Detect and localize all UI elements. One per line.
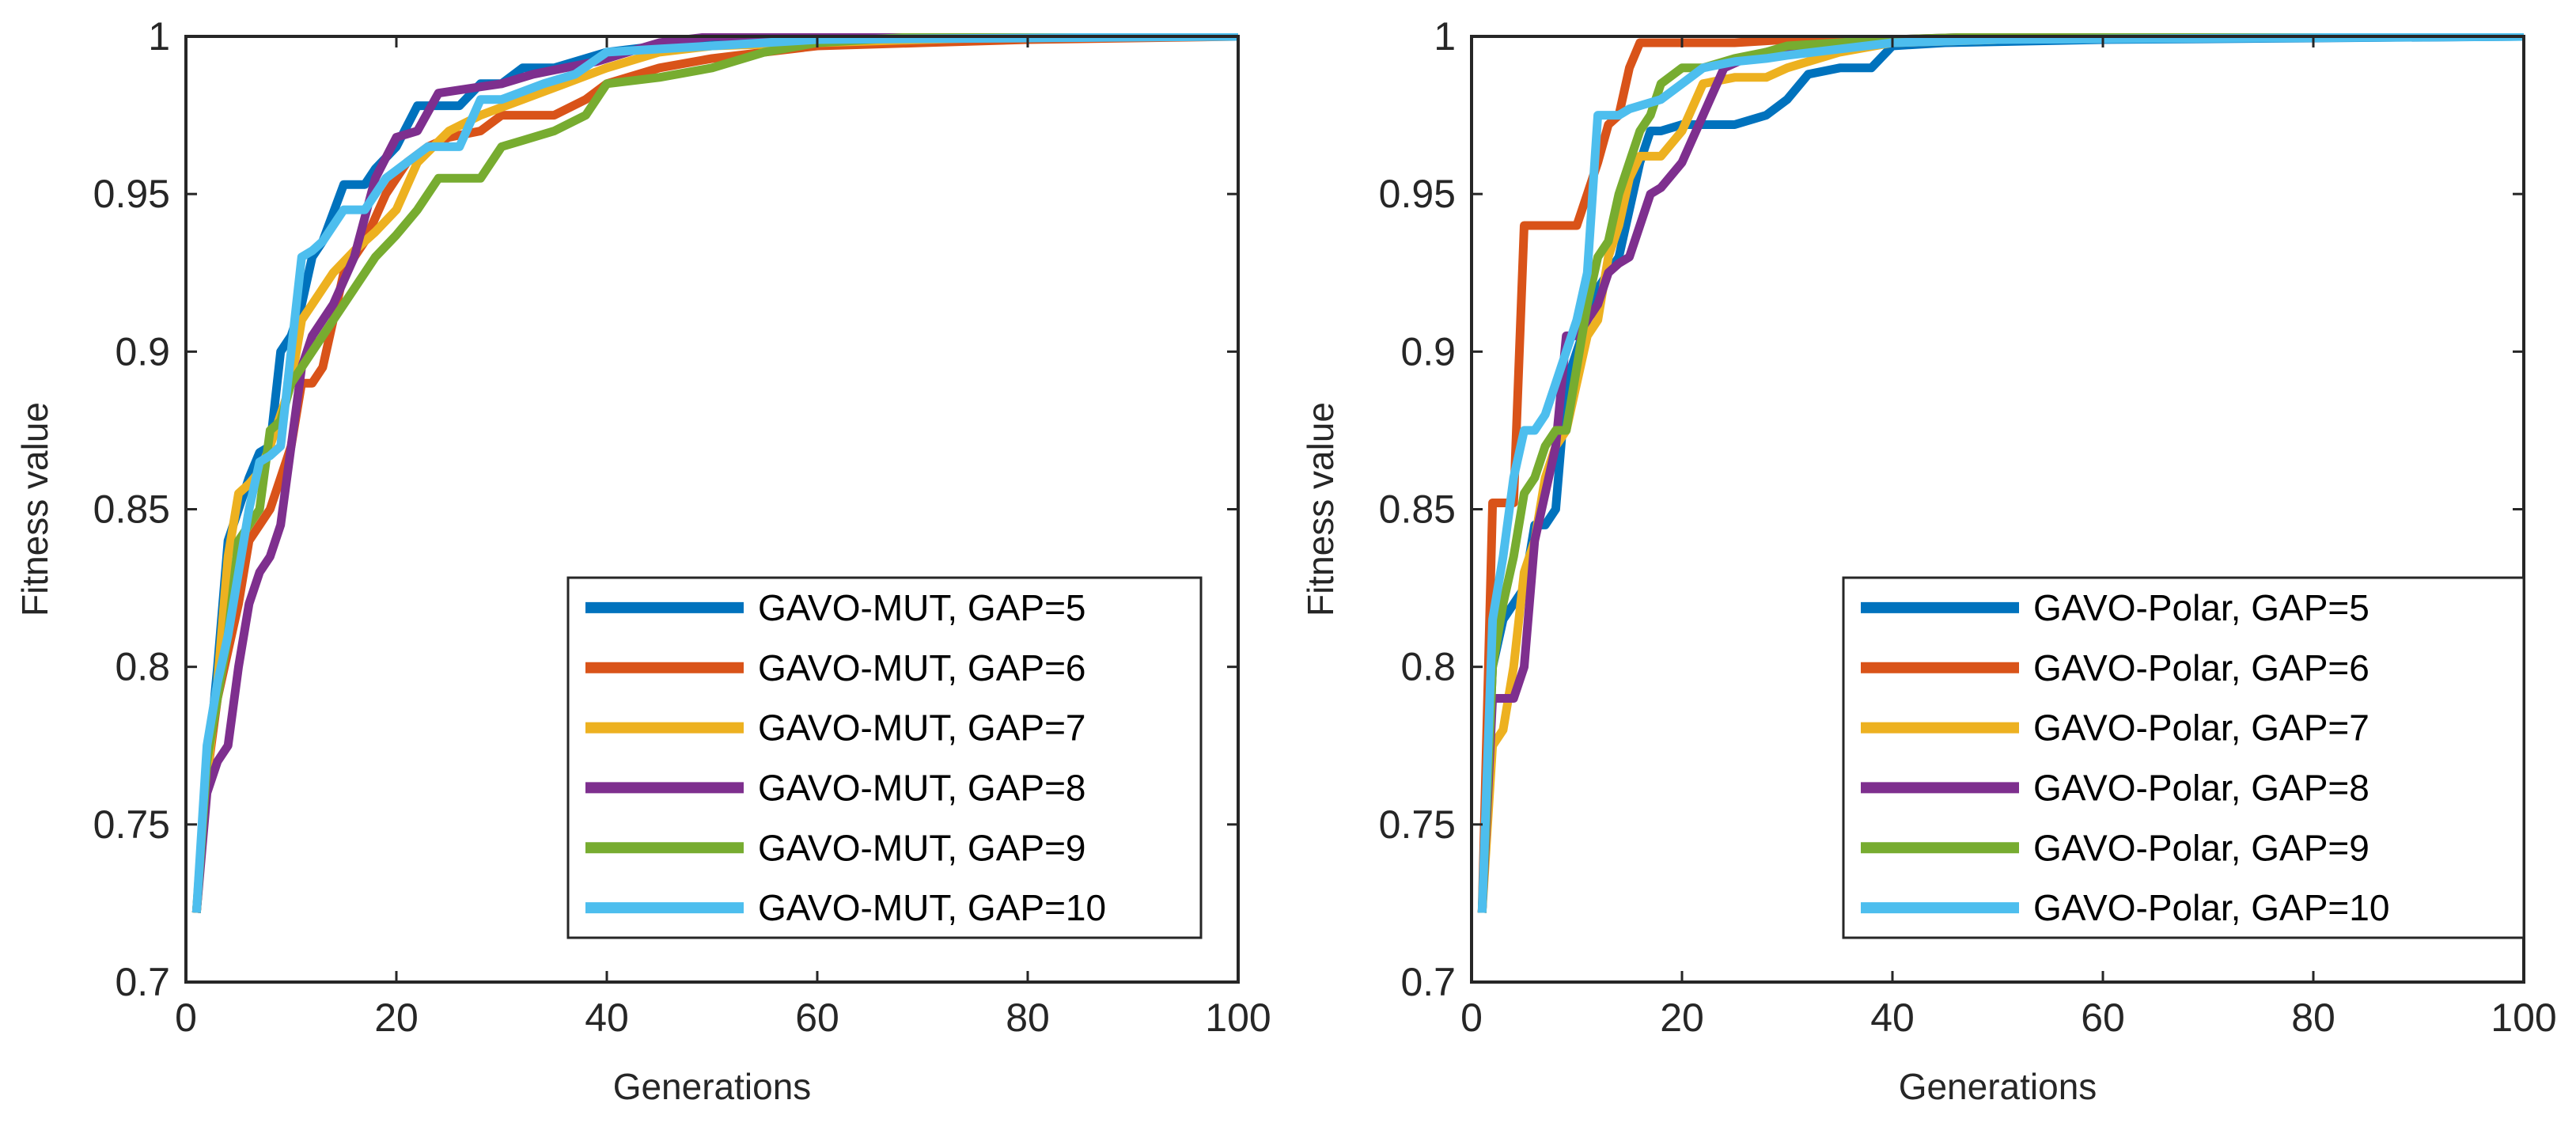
y-tick-label: 0.8: [115, 645, 170, 689]
x-tick-label: 40: [585, 996, 629, 1040]
legend-entry: GAVO-Polar, GAP=9: [2033, 827, 2370, 868]
legend-entry: GAVO-Polar, GAP=8: [2033, 767, 2370, 808]
x-tick-label: 100: [1205, 996, 1271, 1040]
x-tick-label: 40: [1870, 996, 1915, 1040]
x-tick-label: 0: [1460, 996, 1483, 1040]
series-group: [191, 33, 1239, 913]
x-tick-label: 20: [1660, 996, 1704, 1040]
y-axis-label: Fitness value: [14, 402, 55, 616]
legend-entry: GAVO-MUT, GAP=7: [758, 707, 1086, 749]
series-line-5: [1477, 33, 2524, 913]
y-tick-label: 0.95: [93, 172, 170, 216]
legend-entry: GAVO-Polar, GAP=10: [2033, 887, 2389, 928]
y-tick-label: 0.9: [115, 329, 170, 374]
y-tick-label: 0.9: [1400, 329, 1456, 374]
series-line-2: [191, 33, 1239, 913]
charts-root: 0 20 40 60 80 100 0.7 0.75 0.8 0.85 0.9 0.95 1 Genera…: [14, 14, 2557, 1107]
chart-1: 0 20 40 60 80 100 0.7 0.75 0.8 0.85 0.9 0.95 1 Genera…: [14, 14, 1271, 1107]
legend-entry: GAVO-MUT, GAP=9: [758, 827, 1086, 868]
x-tick-label: 20: [374, 996, 419, 1040]
y-tick-label: 0.8: [1400, 645, 1456, 689]
legend-box: [566, 576, 1203, 939]
legend-entry: GAVO-MUT, GAP=6: [758, 647, 1086, 688]
y-tick-label: 0.75: [93, 802, 170, 847]
x-tick-label: 60: [2081, 996, 2125, 1040]
series-group: [1477, 33, 2525, 913]
chart-2: 0 20 40 60 80 100 0.7 0.75 0.8 0.85 0.9 0.95 1 Genera…: [1300, 14, 2557, 1107]
y-tick-label: 0.85: [93, 487, 170, 532]
y-tick-label: 0.75: [1379, 802, 1456, 847]
x-tick-label: 100: [2491, 996, 2556, 1040]
legend-entry: GAVO-MUT, GAP=10: [758, 887, 1106, 928]
x-axis-label: Generations: [613, 1066, 812, 1107]
y-tick-label: 0.85: [1379, 487, 1456, 532]
y-tick-label: 1: [148, 14, 170, 59]
legend-entry: GAVO-Polar, GAP=6: [2033, 647, 2370, 688]
legend-entry: GAVO-MUT, GAP=5: [758, 587, 1086, 628]
x-tick-label: 80: [1006, 996, 1050, 1040]
y-tick-label: 0.7: [115, 960, 170, 1004]
series-line-6: [1477, 33, 2525, 913]
legend-box: [1842, 576, 2525, 939]
x-axis-label: Generations: [1899, 1066, 2097, 1107]
y-tick-label: 0.95: [1379, 172, 1456, 216]
legend: GAVO-Polar, GAP=5 GAVO-Polar, GAP=6 GAVO-P…: [1842, 576, 2525, 939]
legend: GAVO-MUT, GAP=5 GAVO-MUT, GAP=6 GAVO-MUT, …: [566, 576, 1203, 939]
legend-entry: GAVO-MUT, GAP=8: [758, 767, 1086, 808]
series-line-4: [191, 33, 1238, 913]
x-tick-label: 60: [795, 996, 839, 1040]
y-tick-label: 1: [1434, 14, 1456, 59]
series-line-3: [1477, 33, 2524, 913]
y-axis-label: Fitness value: [1300, 402, 1341, 616]
series-line-6: [191, 33, 1239, 913]
x-tick-label: 0: [175, 996, 197, 1040]
legend-entry: GAVO-Polar, GAP=5: [2033, 587, 2370, 628]
y-tick-label: 0.7: [1400, 960, 1456, 1004]
x-tick-label: 80: [2291, 996, 2335, 1040]
legend-entry: GAVO-Polar, GAP=7: [2033, 707, 2370, 749]
